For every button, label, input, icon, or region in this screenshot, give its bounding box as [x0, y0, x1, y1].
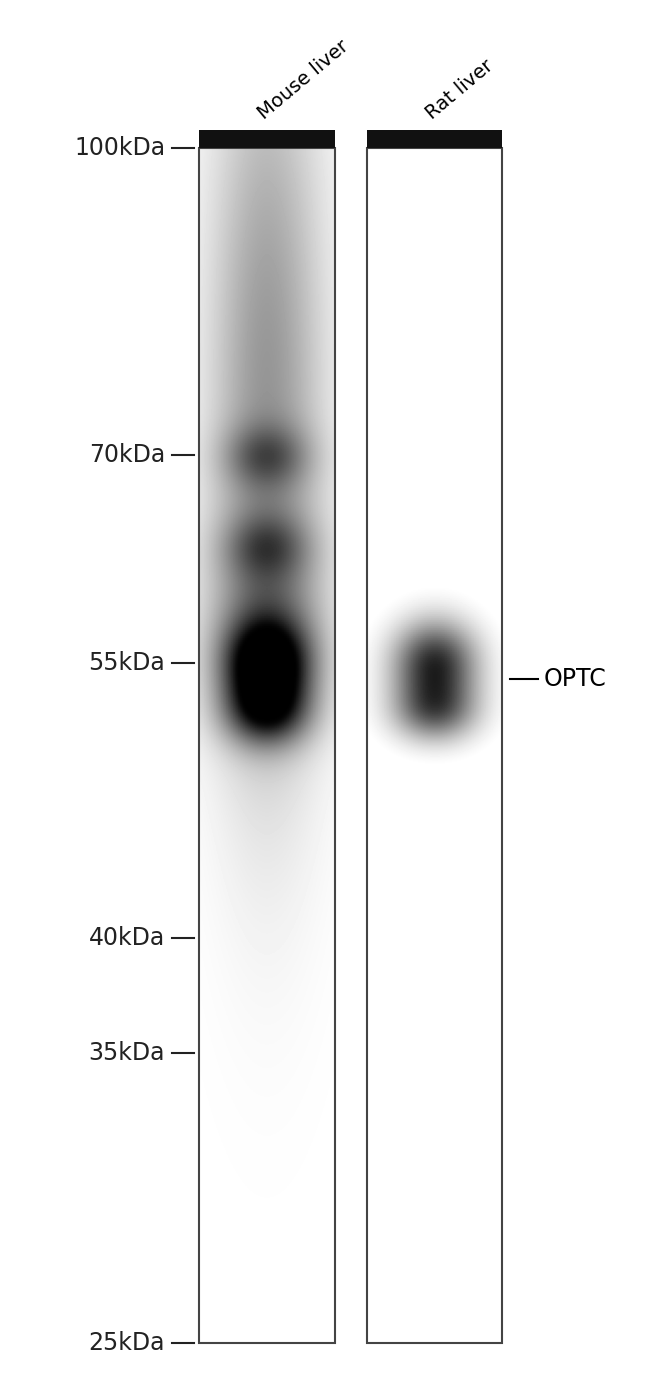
Text: 35kDa: 35kDa — [88, 1040, 165, 1065]
Bar — [200, 148, 335, 1343]
Bar — [200, 130, 335, 148]
Text: 70kDa: 70kDa — [89, 444, 165, 467]
Text: Rat liver: Rat liver — [422, 55, 497, 123]
Text: 55kDa: 55kDa — [88, 651, 165, 675]
Text: OPTC: OPTC — [544, 667, 607, 691]
Text: 40kDa: 40kDa — [89, 925, 165, 950]
Bar — [367, 148, 502, 1343]
Text: 25kDa: 25kDa — [88, 1330, 165, 1355]
Text: Mouse liver: Mouse liver — [255, 36, 353, 123]
Bar — [367, 130, 502, 148]
Text: 100kDa: 100kDa — [74, 136, 165, 160]
